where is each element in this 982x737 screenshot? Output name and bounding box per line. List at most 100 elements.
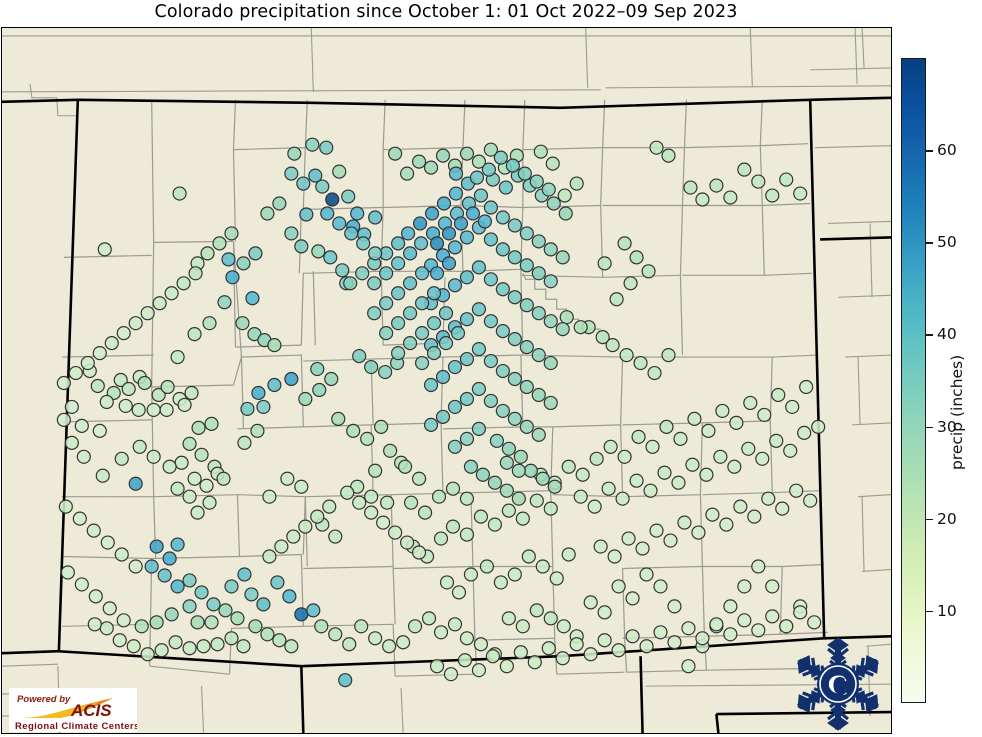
station-marker[interactable]: [270, 575, 285, 590]
station-marker[interactable]: [116, 613, 131, 628]
station-marker[interactable]: [469, 170, 485, 185]
station-marker[interactable]: [402, 306, 418, 321]
station-marker[interactable]: [471, 663, 487, 678]
station-marker[interactable]: [507, 567, 522, 582]
station-marker[interactable]: [529, 603, 544, 618]
station-marker[interactable]: [170, 481, 185, 496]
station-marker[interactable]: [379, 296, 394, 311]
station-marker[interactable]: [639, 639, 654, 654]
station-marker[interactable]: [237, 435, 252, 450]
station-marker[interactable]: [328, 627, 343, 642]
station-marker[interactable]: [402, 276, 418, 291]
station-marker[interactable]: [543, 395, 558, 411]
station-marker[interactable]: [471, 381, 487, 397]
station-marker[interactable]: [445, 481, 461, 496]
station-marker[interactable]: [367, 276, 382, 291]
station-marker[interactable]: [737, 162, 752, 177]
station-marker[interactable]: [473, 509, 489, 524]
station-marker[interactable]: [617, 449, 632, 464]
station-marker[interactable]: [531, 234, 546, 249]
station-marker[interactable]: [310, 361, 325, 377]
station-marker[interactable]: [188, 266, 203, 281]
station-marker[interactable]: [236, 639, 251, 654]
station-marker[interactable]: [182, 436, 197, 451]
station-marker[interactable]: [154, 643, 169, 658]
station-marker[interactable]: [667, 599, 682, 614]
station-marker[interactable]: [463, 567, 479, 582]
station-marker[interactable]: [450, 326, 466, 341]
station-marker[interactable]: [364, 359, 379, 375]
station-marker[interactable]: [88, 589, 103, 604]
station-marker[interactable]: [495, 324, 510, 339]
station-marker[interactable]: [402, 336, 418, 351]
station-marker[interactable]: [225, 270, 240, 285]
station-marker[interactable]: [447, 439, 463, 454]
station-marker[interactable]: [284, 639, 299, 654]
station-marker[interactable]: [569, 637, 584, 652]
station-marker[interactable]: [56, 412, 71, 427]
station-marker[interactable]: [354, 619, 369, 634]
station-marker[interactable]: [677, 515, 692, 530]
station-marker[interactable]: [459, 391, 475, 407]
station-marker[interactable]: [501, 503, 516, 518]
station-marker[interactable]: [555, 322, 570, 337]
station-marker[interactable]: [483, 314, 498, 329]
station-marker[interactable]: [597, 605, 612, 620]
station-marker[interactable]: [182, 489, 197, 504]
station-marker[interactable]: [495, 282, 510, 297]
station-marker[interactable]: [499, 483, 514, 498]
station-marker[interactable]: [355, 266, 370, 281]
station-marker[interactable]: [267, 338, 282, 353]
station-marker[interactable]: [629, 250, 644, 265]
station-marker[interactable]: [755, 451, 770, 466]
station-marker[interactable]: [531, 347, 546, 363]
station-marker[interactable]: [256, 399, 271, 415]
station-marker[interactable]: [104, 336, 119, 351]
station-marker[interactable]: [765, 579, 780, 594]
station-marker[interactable]: [489, 433, 504, 448]
station-marker[interactable]: [429, 266, 445, 281]
station-marker[interactable]: [719, 517, 734, 532]
station-marker[interactable]: [92, 345, 107, 361]
station-marker[interactable]: [451, 585, 467, 600]
station-marker[interactable]: [294, 607, 309, 622]
station-marker[interactable]: [100, 535, 115, 550]
station-marker[interactable]: [569, 176, 584, 191]
station-marker[interactable]: [272, 196, 287, 211]
station-marker[interactable]: [74, 418, 89, 433]
station-marker[interactable]: [162, 551, 177, 566]
station-marker[interactable]: [435, 409, 451, 424]
station-marker[interactable]: [507, 332, 522, 347]
station-marker[interactable]: [595, 330, 610, 345]
station-marker[interactable]: [471, 154, 487, 169]
station-marker[interactable]: [236, 256, 251, 271]
station-marker[interactable]: [312, 382, 327, 398]
station-marker[interactable]: [412, 216, 428, 231]
station-marker[interactable]: [149, 539, 164, 554]
station-marker[interactable]: [58, 499, 73, 514]
station-marker[interactable]: [439, 575, 455, 590]
station-marker[interactable]: [368, 463, 383, 478]
station-marker[interactable]: [601, 481, 616, 496]
station-marker[interactable]: [761, 491, 776, 506]
station-marker[interactable]: [396, 635, 411, 650]
station-marker[interactable]: [561, 459, 576, 474]
station-marker[interactable]: [727, 459, 742, 474]
station-marker[interactable]: [483, 272, 498, 287]
station-marker[interactable]: [797, 425, 812, 440]
station-marker[interactable]: [438, 336, 454, 351]
station-marker[interactable]: [323, 250, 338, 265]
station-marker[interactable]: [294, 239, 309, 254]
station-marker[interactable]: [611, 579, 626, 594]
station-marker[interactable]: [531, 266, 546, 281]
station-marker[interactable]: [157, 568, 172, 583]
station-marker[interactable]: [641, 264, 656, 279]
station-marker[interactable]: [535, 559, 550, 574]
station-marker[interactable]: [240, 401, 255, 416]
station-marker[interactable]: [426, 345, 442, 361]
station-marker[interactable]: [583, 595, 598, 610]
station-marker[interactable]: [306, 603, 321, 618]
station-marker[interactable]: [733, 499, 748, 514]
station-marker[interactable]: [477, 214, 492, 229]
station-marker[interactable]: [314, 619, 329, 634]
